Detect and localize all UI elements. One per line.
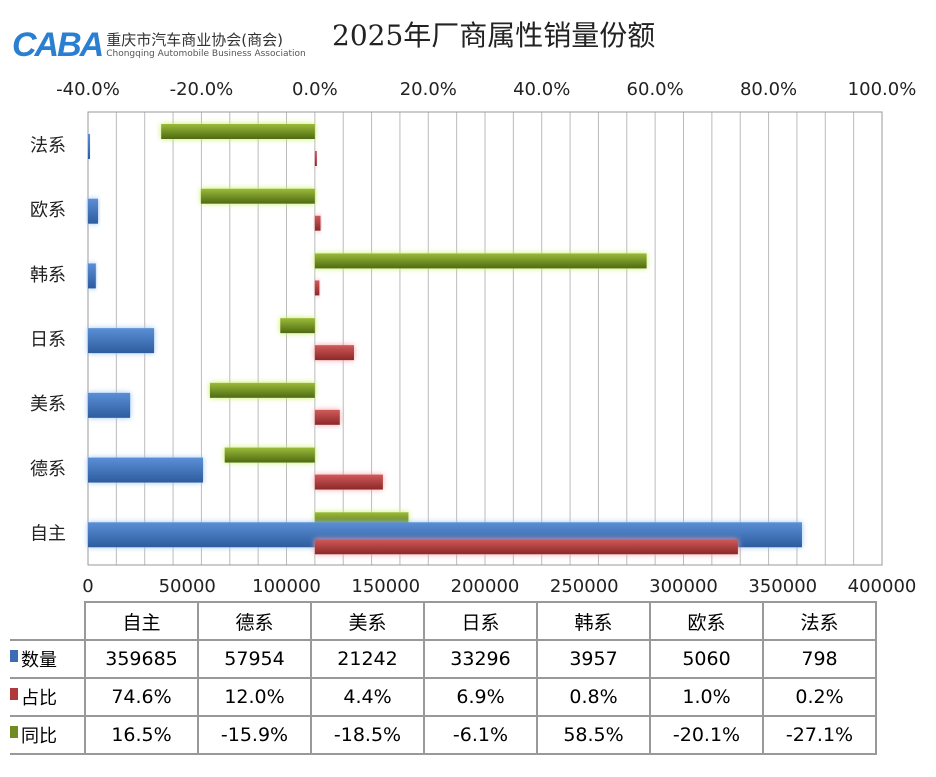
table-cell: 57954 <box>197 639 312 679</box>
table-cell: -18.5% <box>310 715 425 755</box>
category-label: 自主 <box>30 524 66 545</box>
bar-quantity <box>88 328 155 354</box>
table-cell: 21242 <box>310 639 425 679</box>
legend-entry: 数量 <box>10 639 86 679</box>
bar-yoy <box>224 447 315 463</box>
bar-yoy <box>200 188 315 204</box>
table-cell: 33296 <box>423 639 538 679</box>
table-header-cell: 德系 <box>197 601 312 641</box>
logo-en: Chongqing Automobile Business Associatio… <box>106 49 306 59</box>
table-row: 数量 359685 57954 21242 33296 3957 5060 798 <box>10 639 877 679</box>
table-cell: 58.5% <box>536 715 651 755</box>
legend-label: 数量 <box>21 650 57 671</box>
table-cell: 798 <box>762 639 877 679</box>
table-cell: -15.9% <box>197 715 312 755</box>
table-header-cell: 欧系 <box>649 601 764 641</box>
top-tick-label: -40.0% <box>56 79 120 100</box>
category-label: 法系 <box>30 135 66 156</box>
bar-share <box>314 409 340 425</box>
table-header-cell: 韩系 <box>536 601 651 641</box>
table-header-cell: 日系 <box>423 601 538 641</box>
bar-share <box>314 474 383 490</box>
bar-quantity <box>88 392 131 418</box>
table-cell: 4.4% <box>310 677 425 717</box>
bar-share <box>314 215 321 231</box>
legend-entry: 同比 <box>10 715 86 755</box>
bar-quantity <box>88 134 90 159</box>
bottom-tick-label: 200000 <box>451 576 520 597</box>
table-cell: 0.2% <box>762 677 877 717</box>
top-tick-label: 100.0% <box>848 79 917 100</box>
category-label: 德系 <box>30 459 66 480</box>
bottom-tick-label: 100000 <box>252 576 321 597</box>
table-cell: -6.1% <box>423 715 538 755</box>
table-header-cell: 自主 <box>84 601 199 641</box>
bar-yoy <box>161 124 315 139</box>
bottom-tick-label: 50000 <box>159 576 216 597</box>
top-tick-label: 60.0% <box>627 79 684 100</box>
logo: CABA 重庆市汽车商业协会(商会) Chongqing Automobile … <box>12 26 306 65</box>
legend-swatch-icon <box>10 650 18 662</box>
chart-svg: -40.0% -20.0% 0.0% 20.0% 40.0% 60.0% 80.0% 100.… <box>30 79 917 597</box>
table-cell: 6.9% <box>423 677 538 717</box>
table-cell: 0.8% <box>536 677 651 717</box>
chart-title: 2025年厂商属性销量份额 <box>332 19 656 52</box>
category-label: 韩系 <box>30 265 66 286</box>
data-table: 自主 德系 美系 日系 韩系 欧系 法系 数量 359685 57954 21242 33296 39… <box>10 601 877 755</box>
bar-share <box>314 151 317 166</box>
table-cell: 74.6% <box>84 677 199 717</box>
bar-yoy <box>280 318 315 334</box>
bottom-tick-label: 350000 <box>748 576 817 597</box>
category-label: 日系 <box>30 330 66 351</box>
table-cell: 1.0% <box>649 677 764 717</box>
bottom-tick-label: 300000 <box>649 576 718 597</box>
table-cell: 359685 <box>84 639 199 679</box>
bottom-tick-label: 250000 <box>550 576 619 597</box>
table-cell: -20.1% <box>649 715 764 755</box>
bar-share <box>314 280 320 296</box>
top-tick-label: 80.0% <box>740 79 797 100</box>
bar-yoy <box>314 253 647 269</box>
table-cell: 3957 <box>536 639 651 679</box>
logo-cn: 重庆市汽车商业协会(商会) <box>106 31 283 49</box>
table-corner <box>10 602 85 641</box>
bottom-tick-label: 150000 <box>351 576 420 597</box>
legend-swatch-icon <box>10 688 18 700</box>
table-row: 同比 16.5% -15.9% -18.5% -6.1% 58.5% -20.1% -27.1… <box>10 715 877 755</box>
bar-quantity <box>88 457 204 483</box>
category-label: 欧系 <box>30 200 66 221</box>
table-header-cell: 美系 <box>310 601 425 641</box>
bottom-tick-label: 0 <box>82 576 93 597</box>
legend-label: 同比 <box>21 726 57 747</box>
legend-label: 占比 <box>21 688 57 709</box>
table-cell: 16.5% <box>84 715 199 755</box>
top-tick-label: 20.0% <box>400 79 457 100</box>
table-cell: 12.0% <box>197 677 312 717</box>
table-cell: -27.1% <box>762 715 877 755</box>
table-header-cell: 法系 <box>762 601 877 641</box>
bottom-tick-label: 400000 <box>848 576 917 597</box>
top-tick-label: 0.0% <box>292 79 338 100</box>
bar-yoy <box>209 382 315 398</box>
bar-share <box>314 539 738 555</box>
top-tick-label: -20.0% <box>170 79 234 100</box>
logo-mark: CABA <box>12 26 104 64</box>
legend-swatch-icon <box>10 726 18 738</box>
bar-quantity <box>88 263 96 289</box>
bar-share <box>314 345 354 361</box>
legend-entry: 占比 <box>10 677 86 717</box>
table-cell: 5060 <box>649 639 764 679</box>
top-tick-label: 40.0% <box>513 79 570 100</box>
category-label: 美系 <box>30 394 66 415</box>
table-row: 占比 74.6% 12.0% 4.4% 6.9% 0.8% 1.0% 0.2% <box>10 677 877 717</box>
bar-quantity <box>88 198 99 224</box>
